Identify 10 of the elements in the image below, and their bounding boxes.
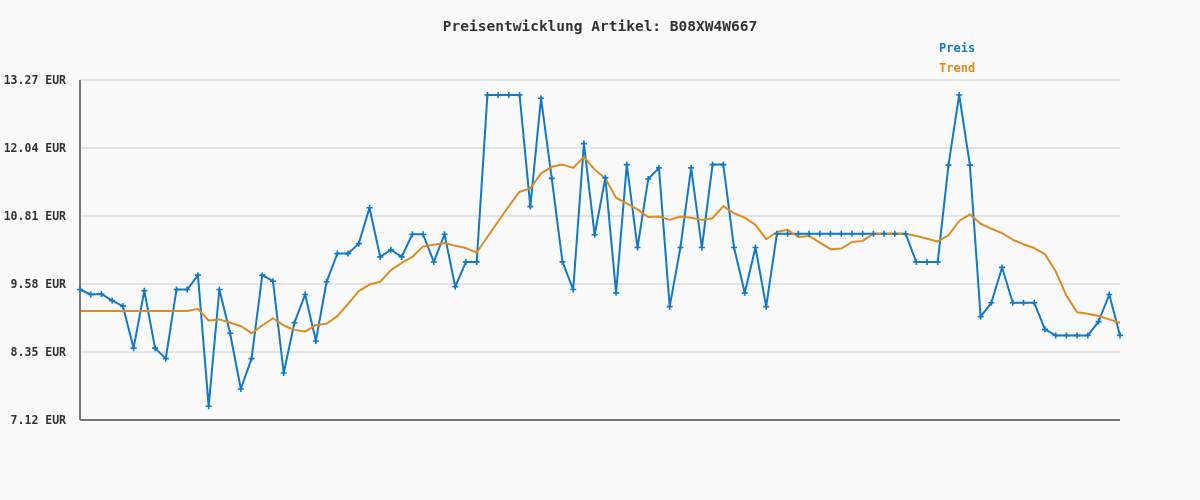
y-tick-label: 8.35 EUR <box>10 345 67 360</box>
text: Trend <box>939 60 976 77</box>
y-tick-label: 7.12 EUR <box>10 413 67 428</box>
y-tick-label: 13.27 EUR <box>3 73 67 88</box>
chart-title: Preisentwicklung Artikel: B08XW4W667 <box>441 18 759 34</box>
text: Preis <box>939 40 976 57</box>
line-series <box>79 155 1121 335</box>
y-tick-label: 12.04 EUR <box>3 141 67 156</box>
y-tick-label: 9.58 EUR <box>10 277 67 292</box>
y-tick-label: 10.81 EUR <box>3 209 67 224</box>
